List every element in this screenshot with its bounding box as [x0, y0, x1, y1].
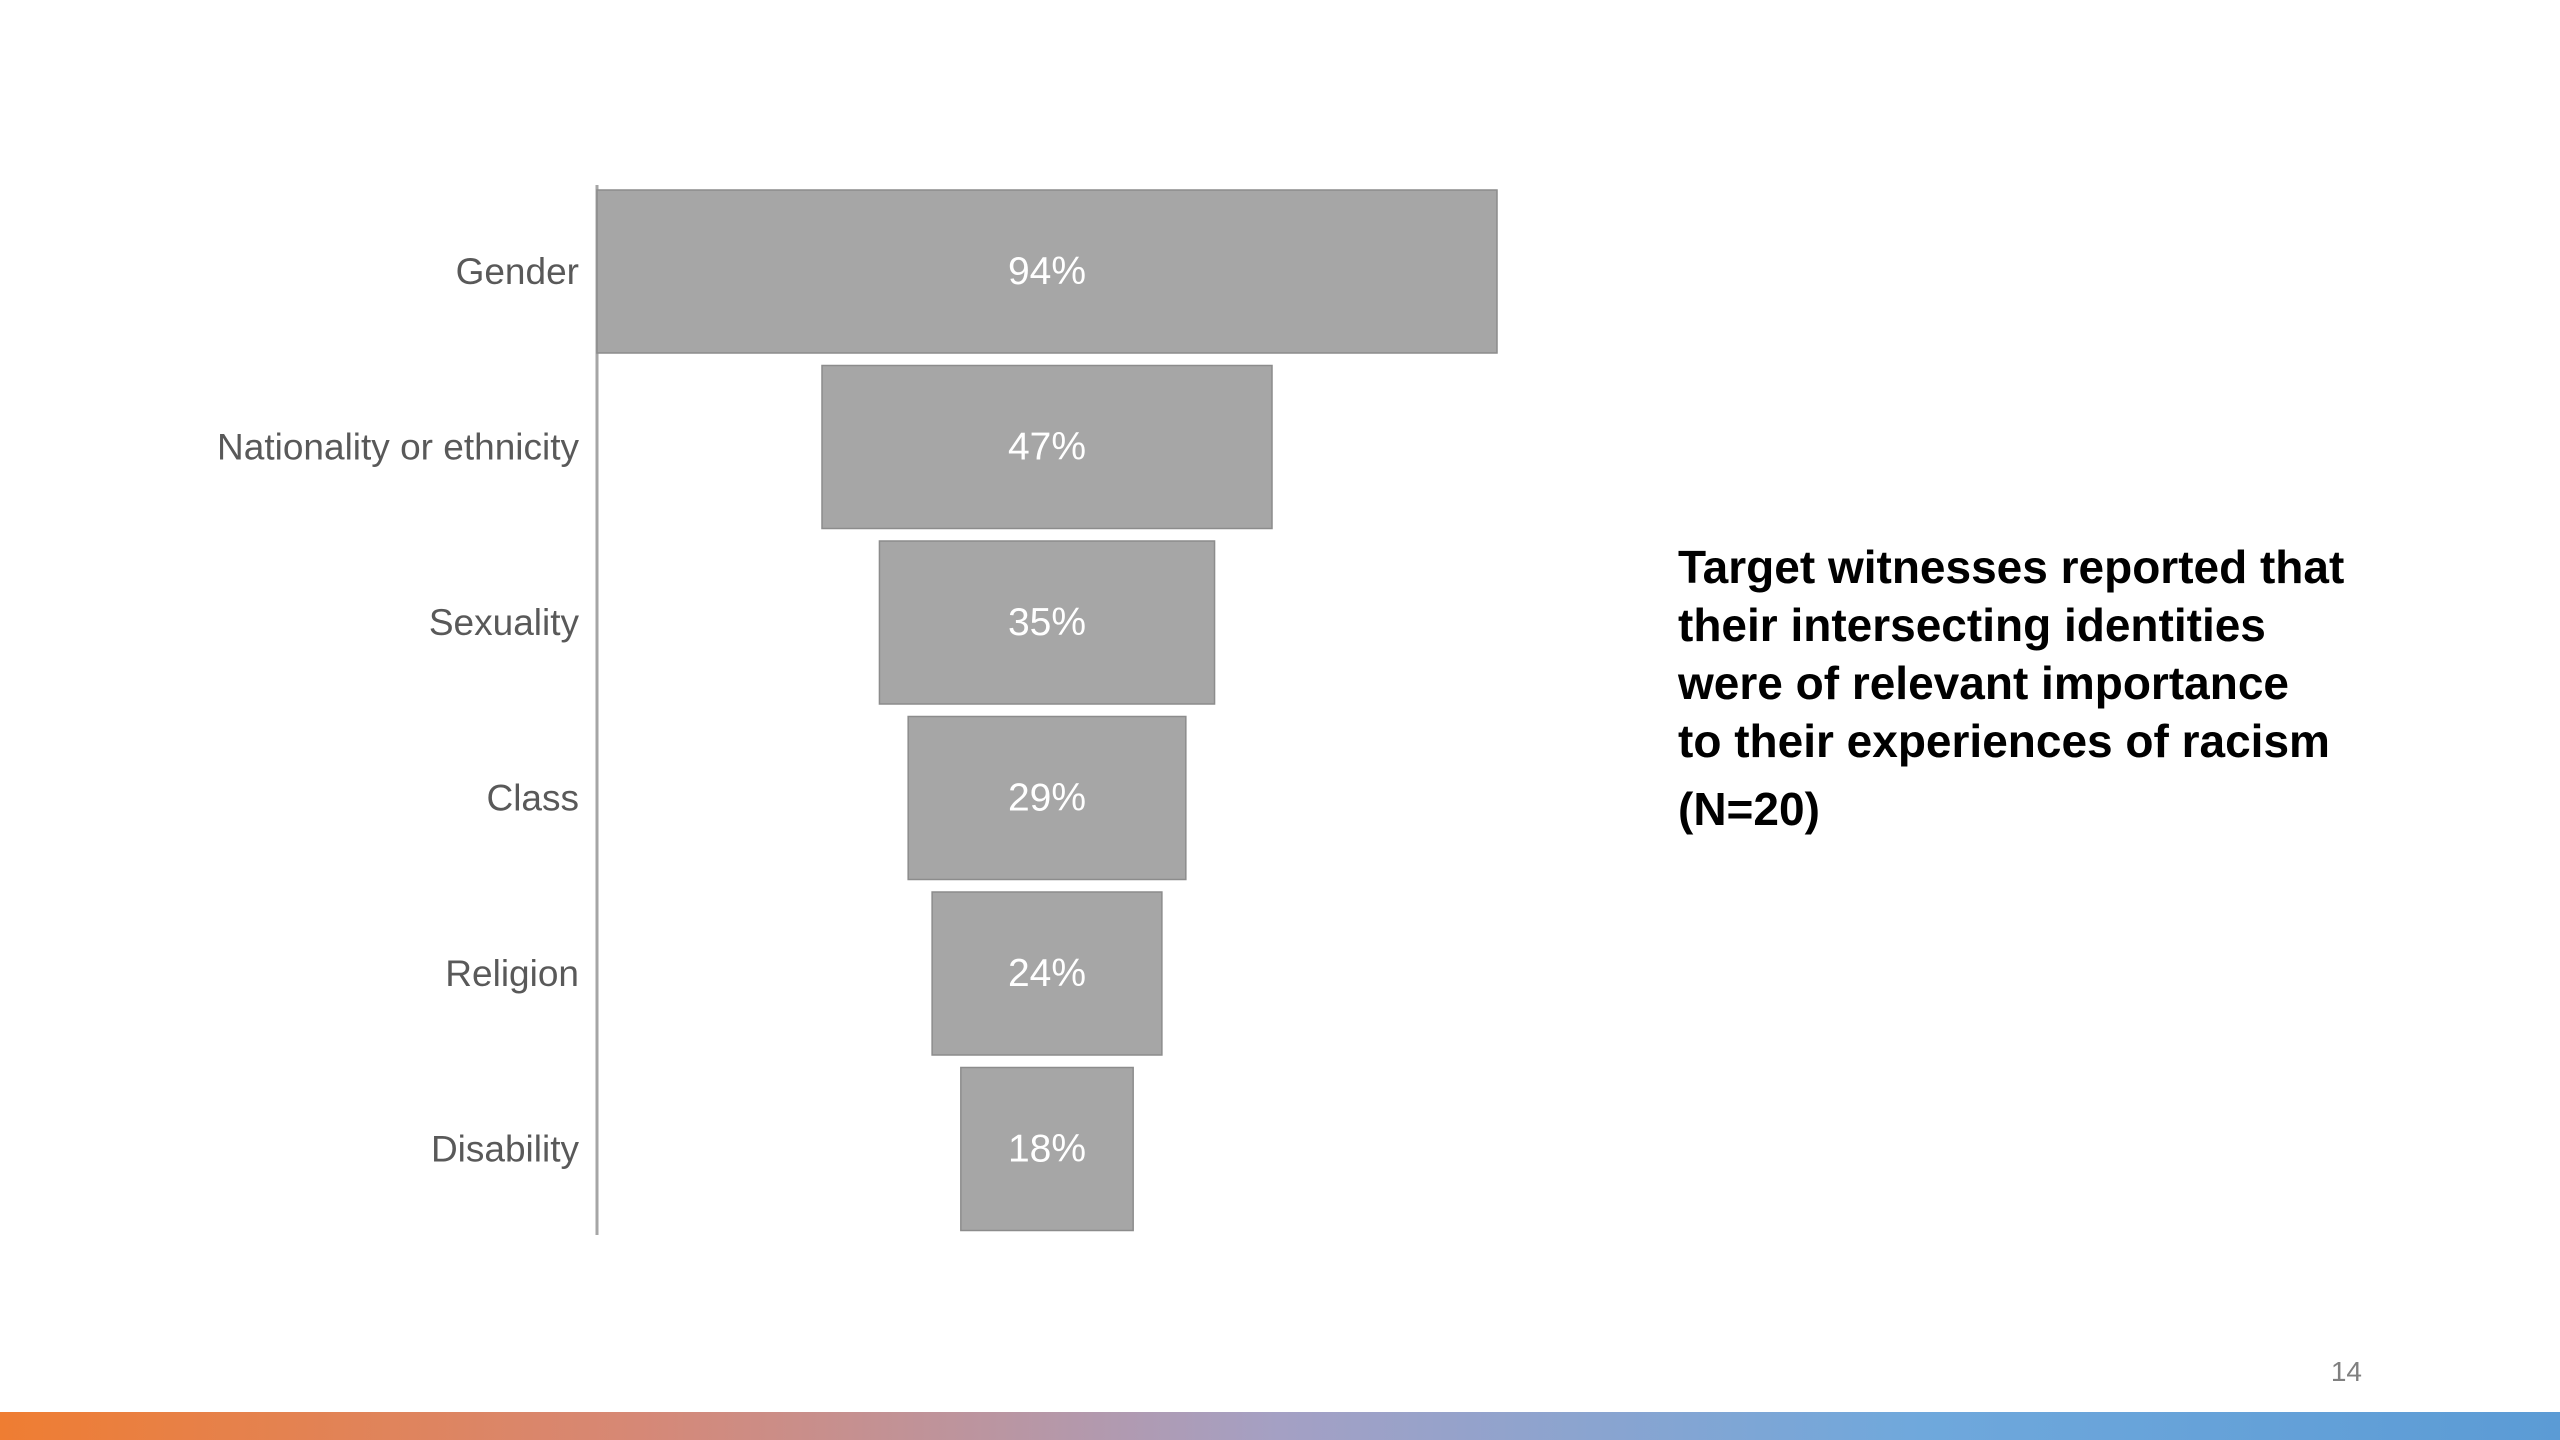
bar-sexuality: [878, 540, 1216, 705]
page-number: 14: [2330, 1356, 2362, 1387]
value-label-sexuality: 35%: [1008, 601, 1086, 644]
bar-religion: [931, 891, 1163, 1056]
category-label-nationality-or-ethnicity: Nationality or ethnicity: [217, 427, 579, 468]
value-labels: 94% 47% 35% 29% 24% 18%: [1008, 250, 1086, 1171]
value-label-religion: 24%: [1008, 952, 1086, 995]
category-label-class: Class: [486, 778, 579, 819]
sample-size: (N=20): [1678, 783, 1820, 835]
value-label-class: 29%: [1008, 777, 1086, 820]
bar-disability: [960, 1066, 1134, 1232]
category-label-religion: Religion: [445, 953, 579, 994]
bar-nationality-or-ethnicity: [821, 364, 1273, 530]
category-label-gender: Gender: [456, 251, 579, 292]
bars-group: [596, 189, 1498, 1232]
annotation-line: were of relevant importance: [1678, 657, 2289, 709]
category-labels: Gender Nationality or ethnicity Sexuality C…: [217, 251, 579, 1170]
value-label-gender: 94%: [1008, 250, 1086, 293]
value-label-disability: 18%: [1008, 1128, 1086, 1171]
annotation-line: to their experiences of racism: [1678, 715, 2330, 767]
bar-gender: [596, 189, 1498, 354]
annotation-line: their intersecting identities: [1678, 599, 2266, 651]
bottom-gradient-bar: [0, 1412, 2560, 1440]
category-label-sexuality: Sexuality: [429, 602, 580, 643]
value-label-nationality-or-ethnicity: 47%: [1008, 426, 1086, 469]
bar-class: [907, 715, 1187, 881]
funnel-chart: Gender Nationality or ethnicity Sexuality C…: [217, 185, 1498, 1235]
annotation-line: Target witnesses reported that: [1678, 541, 2345, 593]
category-label-disability: Disability: [431, 1129, 580, 1170]
side-annotation: Target witnesses reported that their int…: [1678, 538, 2438, 838]
